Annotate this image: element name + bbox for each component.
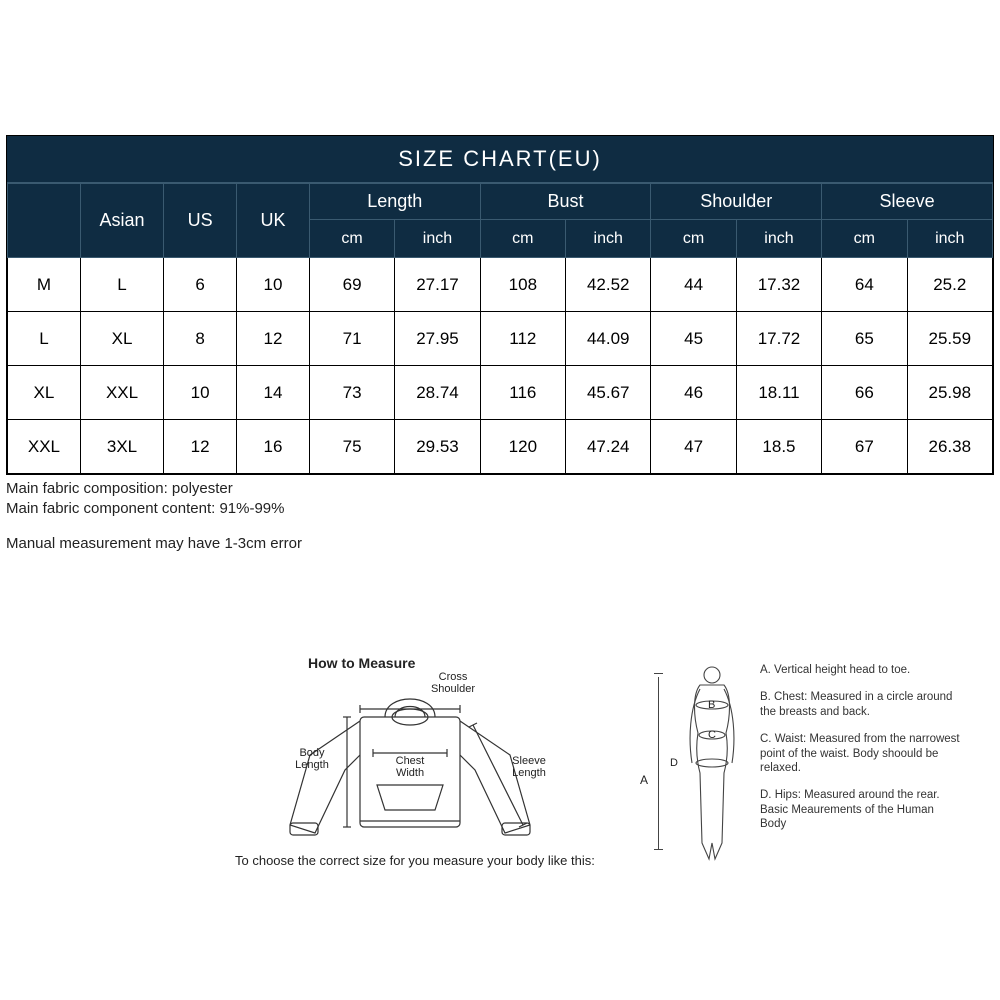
desc-d: D. Hips: Measured around the rear. Basic… (760, 788, 960, 831)
unit-cm: cm (309, 220, 394, 258)
cell-bust_in: 45.67 (566, 366, 651, 420)
cell-asian: L (80, 258, 163, 312)
unit-cm: cm (480, 220, 565, 258)
chart-title: SIZE CHART(EU) (7, 136, 993, 183)
cell-sleeve_in: 26.38 (907, 420, 992, 474)
cell-length_in: 27.17 (395, 258, 480, 312)
cell-shoulder_cm: 47 (651, 420, 736, 474)
cell-size: M (8, 258, 81, 312)
cell-bust_cm: 116 (480, 366, 565, 420)
desc-b: B. Chest: Measured in a circle around th… (760, 690, 960, 719)
cell-sleeve_cm: 66 (822, 366, 907, 420)
label-body-length: BodyLength (287, 747, 337, 771)
cell-length_cm: 71 (309, 312, 394, 366)
cell-sleeve_cm: 67 (822, 420, 907, 474)
cell-sleeve_in: 25.59 (907, 312, 992, 366)
unit-cm: cm (822, 220, 907, 258)
col-length: Length (309, 184, 480, 220)
cell-us: 8 (164, 312, 237, 366)
cell-sleeve_in: 25.2 (907, 258, 992, 312)
table-row: XXL3XL12167529.5312047.244718.56726.38 (8, 420, 993, 474)
cell-shoulder_in: 17.72 (736, 312, 821, 366)
howto-footer: To choose the correct size for you measu… (235, 853, 595, 868)
cell-us: 10 (164, 366, 237, 420)
label-sleeve-length: SleeveLength (503, 755, 555, 779)
unit-inch: inch (907, 220, 992, 258)
size-chart: SIZE CHART(EU) Asian US UK Length Bust S… (6, 135, 994, 475)
cell-shoulder_cm: 44 (651, 258, 736, 312)
size-table: Asian US UK Length Bust Shoulder Sleeve … (7, 183, 993, 474)
col-us: US (164, 184, 237, 258)
cell-uk: 12 (237, 312, 310, 366)
cell-length_cm: 73 (309, 366, 394, 420)
cell-uk: 14 (237, 366, 310, 420)
cell-asian: XL (80, 312, 163, 366)
figure-height-line (658, 677, 659, 849)
cell-shoulder_cm: 46 (651, 366, 736, 420)
cell-length_in: 28.74 (395, 366, 480, 420)
col-uk: UK (237, 184, 310, 258)
how-to-measure-section: How to Measure (0, 655, 1000, 885)
cell-uk: 16 (237, 420, 310, 474)
cell-us: 6 (164, 258, 237, 312)
cell-sleeve_in: 25.98 (907, 366, 992, 420)
cell-bust_in: 44.09 (566, 312, 651, 366)
note-line: Main fabric component content: 91%-99% (6, 499, 994, 519)
cell-length_cm: 75 (309, 420, 394, 474)
cell-bust_cm: 120 (480, 420, 565, 474)
cell-length_cm: 69 (309, 258, 394, 312)
cell-shoulder_in: 18.5 (736, 420, 821, 474)
desc-a: A. Vertical height head to toe. (760, 663, 960, 677)
cell-size: XXL (8, 420, 81, 474)
note-line: Manual measurement may have 1-3cm error (6, 534, 994, 554)
cell-shoulder_cm: 45 (651, 312, 736, 366)
table-row: XLXXL10147328.7411645.674618.116625.98 (8, 366, 993, 420)
desc-c: C. Waist: Measured from the narrowest po… (760, 732, 960, 775)
cell-length_in: 27.95 (395, 312, 480, 366)
howto-title: How to Measure (308, 655, 415, 671)
col-shoulder: Shoulder (651, 184, 822, 220)
body-figure (682, 663, 742, 863)
cell-asian: XXL (80, 366, 163, 420)
table-row: LXL8127127.9511244.094517.726525.59 (8, 312, 993, 366)
unit-cm: cm (651, 220, 736, 258)
cell-bust_cm: 112 (480, 312, 565, 366)
cell-length_in: 29.53 (395, 420, 480, 474)
fabric-notes: Main fabric composition: polyester Main … (6, 479, 994, 554)
cell-shoulder_in: 18.11 (736, 366, 821, 420)
cell-shoulder_in: 17.32 (736, 258, 821, 312)
figure-letter-a: A (640, 773, 648, 787)
col-sleeve: Sleeve (822, 184, 993, 220)
figure-letter-d: D (670, 757, 678, 769)
figure-letter-c: C (708, 729, 716, 741)
col-bust: Bust (480, 184, 651, 220)
cell-uk: 10 (237, 258, 310, 312)
unit-inch: inch (736, 220, 821, 258)
cell-sleeve_cm: 65 (822, 312, 907, 366)
cell-size: L (8, 312, 81, 366)
cell-us: 12 (164, 420, 237, 474)
cell-bust_in: 42.52 (566, 258, 651, 312)
measurement-descriptions: A. Vertical height head to toe. B. Chest… (760, 663, 960, 844)
unit-inch: inch (566, 220, 651, 258)
cell-sleeve_cm: 64 (822, 258, 907, 312)
label-chest-width: ChestWidth (382, 755, 438, 779)
cell-size: XL (8, 366, 81, 420)
cell-bust_cm: 108 (480, 258, 565, 312)
label-cross-shoulder: CrossShoulder (423, 671, 483, 695)
hoodie-diagram: CrossShoulder BodyLength ChestWidth Slee… (255, 675, 565, 845)
table-row: ML6106927.1710842.524417.326425.2 (8, 258, 993, 312)
col-size (8, 184, 81, 258)
col-asian: Asian (80, 184, 163, 258)
cell-asian: 3XL (80, 420, 163, 474)
cell-bust_in: 47.24 (566, 420, 651, 474)
unit-inch: inch (395, 220, 480, 258)
note-line: Main fabric composition: polyester (6, 479, 994, 499)
figure-letter-b: B (708, 699, 715, 711)
